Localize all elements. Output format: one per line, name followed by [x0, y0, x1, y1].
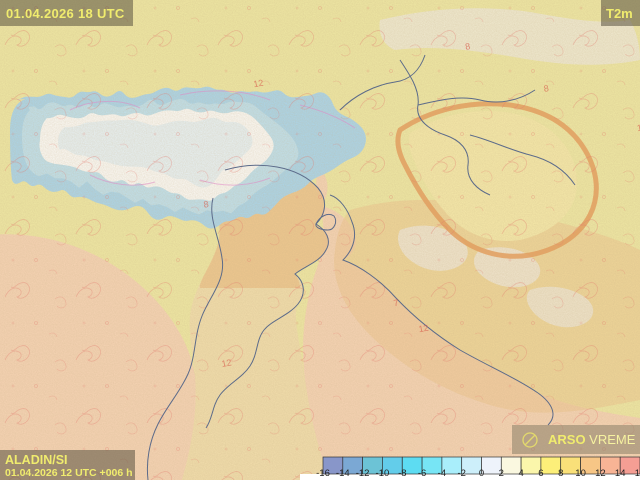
svg-text:ARSO VREME: ARSO VREME	[548, 432, 636, 447]
svg-text:01.04.2026 18 UTC: 01.04.2026 18 UTC	[6, 6, 125, 21]
svg-text:16: 16	[635, 468, 640, 479]
svg-text:10: 10	[575, 468, 586, 479]
svg-text:8: 8	[558, 468, 563, 479]
svg-text:T2m: T2m	[606, 6, 633, 21]
svg-text:-6: -6	[418, 468, 426, 479]
svg-text:-2: -2	[457, 468, 465, 479]
svg-text:12: 12	[221, 357, 233, 369]
svg-text:0: 0	[479, 468, 484, 479]
svg-text:4: 4	[518, 468, 523, 479]
svg-text:2: 2	[499, 468, 504, 479]
svg-text:12: 12	[418, 323, 430, 335]
svg-text:-12: -12	[356, 468, 370, 479]
svg-text:12: 12	[636, 122, 640, 134]
svg-text:01.04.2026 12 UTC +006 h: 01.04.2026 12 UTC +006 h	[5, 467, 133, 479]
svg-text:-8: -8	[398, 468, 406, 479]
svg-text:-4: -4	[438, 468, 446, 479]
svg-text:-10: -10	[376, 468, 390, 479]
svg-text:12: 12	[595, 468, 606, 479]
svg-text:6: 6	[538, 468, 543, 479]
svg-text:ALADIN/SI: ALADIN/SI	[5, 453, 68, 467]
svg-text:12: 12	[253, 78, 265, 90]
svg-text:-16: -16	[316, 468, 330, 479]
svg-text:14: 14	[615, 468, 626, 479]
svg-text:-14: -14	[336, 468, 350, 479]
